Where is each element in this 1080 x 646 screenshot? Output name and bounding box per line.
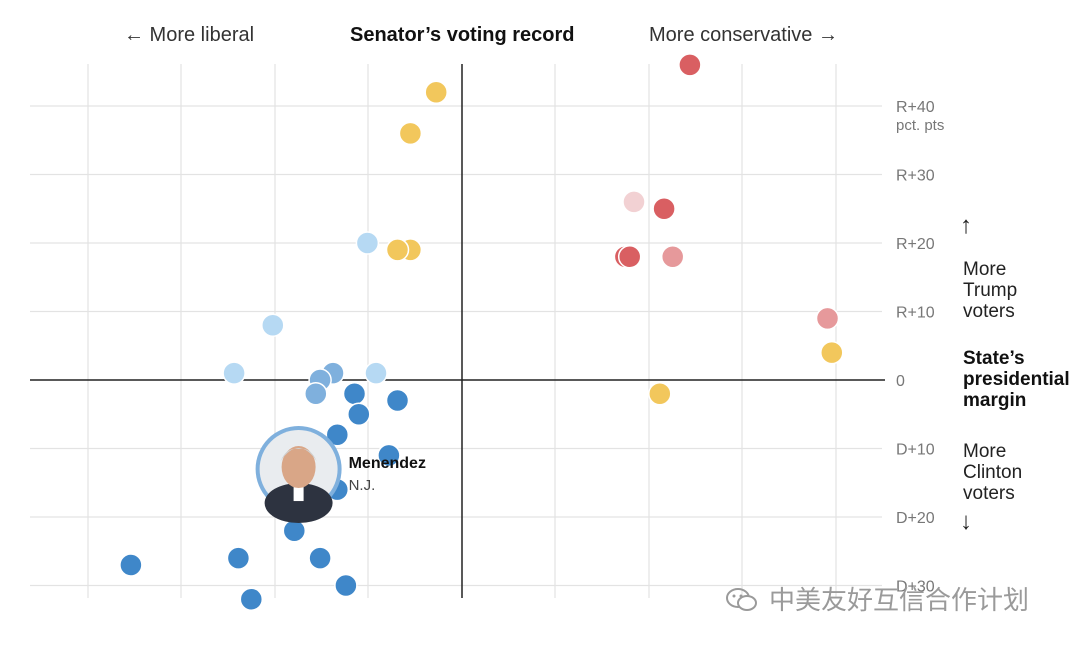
data-point [334,573,358,598]
y-tick-label: R+20 [896,236,935,253]
y-tick-label: D+20 [896,510,935,527]
y-tick-label: D+30 [896,579,935,596]
data-point [815,306,840,331]
annotation-name: Menendez [349,455,426,472]
menendez-annotation: Menendez N.J. [255,426,426,524]
y-tick-label: 0 [896,373,905,390]
data-point [304,381,328,406]
data-point [364,361,388,385]
more-trump-voters-label: More Trump voters [963,259,1018,322]
data-point [385,388,410,413]
more-clinton-voters-label: More Clinton voters [963,441,1023,504]
portrait-face [281,446,316,489]
data-point [648,381,672,406]
presidential-margin-label: State’s presidential margin [963,348,1070,411]
y-tick-label: R+10 [896,305,935,322]
data-point [222,361,246,385]
more-conservative-label: More conservative → [649,24,838,46]
portrait-suit [264,483,333,524]
up-arrow-icon: ↑ [960,212,972,239]
data-point [226,546,251,570]
data-point [622,190,646,214]
data-point [660,244,685,269]
data-point [398,121,423,146]
data-point [355,231,380,255]
data-point [424,80,448,105]
chart-axes [30,64,885,598]
data-point [377,443,401,468]
data-point [325,423,350,447]
data-point [652,197,676,221]
down-arrow-icon: ↓ [960,508,972,535]
data-point [617,244,642,269]
y-tick-sublabel: pct. pts [896,117,944,134]
data-point [119,553,143,577]
chart-grid [30,64,882,598]
data-point [678,53,702,77]
watermark-text: 中美友好互信合作计划 [769,585,1030,615]
chart-title: Senator’s voting record [350,24,575,46]
data-point [820,340,844,365]
data-point [347,402,371,426]
more-liberal-label: ← More liberal [124,24,255,46]
y-tick-label: D+10 [896,442,935,459]
portrait-hair [280,448,317,462]
y-tick-label: R+30 [896,168,935,185]
data-point [308,546,332,570]
annotation-state: N.J. [349,477,376,494]
data-point [282,518,307,543]
data-point [239,587,264,611]
data-point [342,381,367,406]
data-points [119,53,844,611]
watermark: 中美友好互信合作计划 [725,580,1029,617]
data-point [261,313,285,337]
portrait-shirt [293,483,304,502]
wechat-icon [726,588,757,611]
data-point [385,238,410,262]
y-tick-label: R+40 [896,99,935,116]
